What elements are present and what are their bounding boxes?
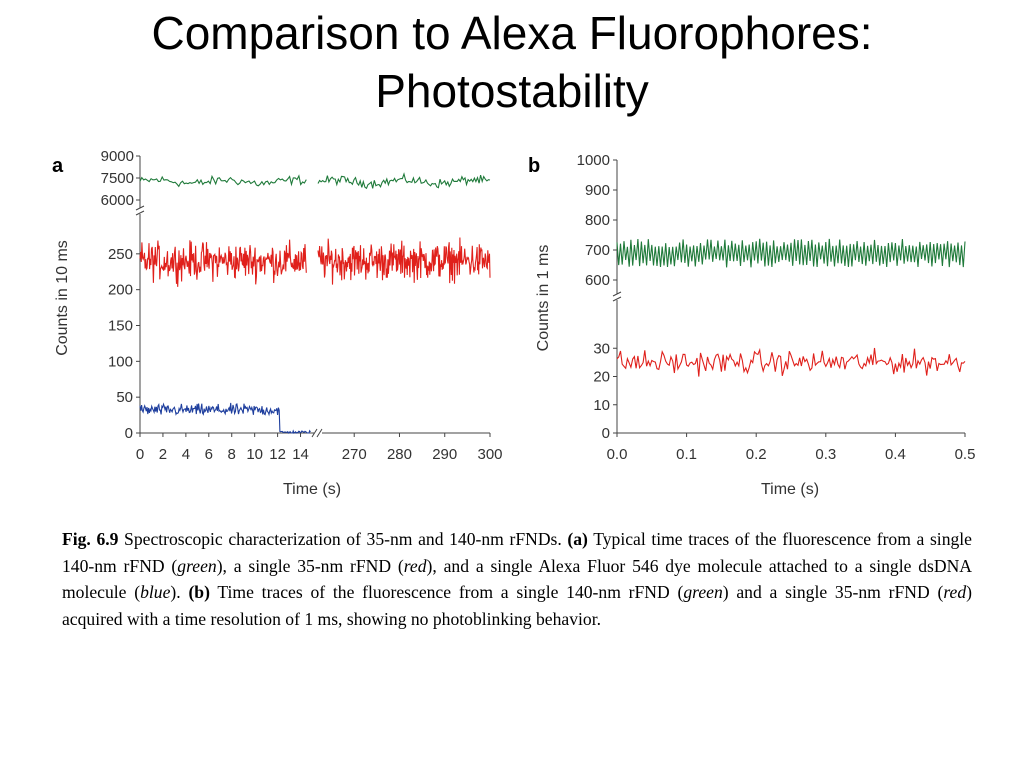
series-green-trace bbox=[616, 238, 966, 268]
panel-a-y-tick-label: 7500 bbox=[101, 170, 134, 187]
panel-b-y-ticks-upper: 600 700 800 900 1000 bbox=[577, 152, 617, 289]
panel-a-x-tick-label: 270 bbox=[342, 446, 367, 463]
panel-a-y-tick-label: 200 bbox=[108, 282, 133, 299]
series-green-trace-right bbox=[317, 172, 491, 190]
caption-color-green: green bbox=[177, 555, 217, 576]
panel-b-y-tick-label: 600 bbox=[585, 272, 610, 289]
series-red-trace bbox=[616, 347, 966, 377]
panel-a-y-ticks-lower: 0 50 100 150 200 250 bbox=[108, 246, 140, 442]
panel-b-x-tick-label: 0.1 bbox=[676, 446, 697, 463]
panel-b-x-ticks: 0.0 0.1 0.2 0.3 0.4 0.5 bbox=[607, 433, 976, 463]
panel-a-x-tick-label: 8 bbox=[228, 446, 236, 463]
caption-fig-label: Fig. 6.9 bbox=[62, 529, 119, 549]
panel-a-y-ticks-upper: 9000 7500 6000 bbox=[101, 148, 140, 209]
slide-title-line-1: Comparison to Alexa Fluorophores: bbox=[151, 7, 873, 59]
caption-text: Typical time traces of the fluorescence … bbox=[62, 529, 972, 576]
panel-a-y-tick-label: 100 bbox=[108, 353, 133, 370]
panel-b-x-tick-label: 0.2 bbox=[746, 446, 767, 463]
panel-b-y-axis-break bbox=[612, 291, 622, 302]
panel-a-y-axis-break bbox=[135, 205, 145, 216]
caption-ref-a: (a) bbox=[567, 529, 588, 549]
panel-a-y-tick-label: 6000 bbox=[101, 192, 134, 209]
panel-b-x-tick-label: 0.3 bbox=[815, 446, 836, 463]
caption-text: ) and a single 35-nm rFND ( bbox=[722, 582, 944, 602]
panel-a-x-tick-label: 10 bbox=[246, 446, 263, 463]
panel-a-y-axis-title: Counts in 10 ms bbox=[54, 240, 71, 356]
panel-a-y-tick-label: 250 bbox=[108, 246, 133, 263]
panel-b-y-tick-label: 0 bbox=[602, 425, 610, 442]
caption-color-red: red bbox=[943, 582, 967, 602]
panel-a-y-tick-label: 50 bbox=[116, 389, 133, 406]
panel-b-axes bbox=[612, 160, 965, 434]
series-red-trace-left bbox=[139, 239, 307, 287]
panel-a-x-tick-label: 2 bbox=[159, 446, 167, 463]
panel-a-y-tick-label: 0 bbox=[125, 425, 133, 442]
panel-b-x-tick-label: 0.5 bbox=[955, 446, 976, 463]
panel-b-y-axis-title: Counts in 1 ms bbox=[535, 245, 552, 352]
panel-b-letter: b bbox=[528, 155, 540, 177]
caption-color-red: red bbox=[403, 555, 427, 576]
panel-a-x-tick-label: 14 bbox=[292, 446, 309, 463]
panel-a-y-tick-label: 9000 bbox=[101, 148, 134, 165]
panel-a-x-ticks: 0 2 4 6 8 10 12 14 270 280 290 300 bbox=[136, 433, 503, 463]
series-blue-trace bbox=[139, 402, 311, 434]
panel-a-letter: a bbox=[52, 155, 64, 177]
panel-b-y-tick-label: 30 bbox=[593, 340, 610, 357]
figure-caption: Fig. 6.9 Spectroscopic characterization … bbox=[62, 526, 972, 632]
panel-a-x-axis-title: Time (s) bbox=[283, 481, 341, 498]
panel-b-y-tick-label: 10 bbox=[593, 397, 610, 414]
panel-b-y-tick-label: 1000 bbox=[577, 152, 610, 169]
panel-a-x-tick-label: 6 bbox=[205, 446, 213, 463]
caption-color-blue: blue bbox=[140, 582, 171, 602]
series-red-trace-right bbox=[317, 237, 491, 285]
caption-text: ), and a single Alexa Fluor 546 dye mole… bbox=[62, 555, 972, 603]
panel-a-x-tick-label: 300 bbox=[477, 446, 502, 463]
panel-a-x-tick-label: 290 bbox=[432, 446, 457, 463]
panel-b-y-tick-label: 20 bbox=[593, 369, 610, 386]
panel-a-x-tick-label: 12 bbox=[269, 446, 286, 463]
panel-a-y-tick-label: 150 bbox=[108, 318, 133, 335]
caption-ref-b: (b) bbox=[188, 582, 210, 602]
panel-a-traces bbox=[139, 172, 491, 434]
panel-a-axes bbox=[135, 156, 490, 438]
series-green-trace-left bbox=[139, 174, 307, 188]
slide-title-line-2: Photostability bbox=[375, 65, 649, 117]
panel-b-x-axis-title: Time (s) bbox=[761, 481, 819, 498]
caption-text: Spectroscopic characterization of 35-nm … bbox=[118, 529, 568, 549]
caption-text: Time traces of the fluorescence from a s… bbox=[209, 582, 684, 602]
caption-text: ) acquired with a time resolution of 1 m… bbox=[62, 582, 972, 629]
caption-color-green: green bbox=[683, 582, 723, 602]
panel-b-y-ticks-lower: 0 10 20 30 bbox=[593, 340, 617, 442]
panel-b-traces bbox=[616, 238, 966, 377]
panel-b-y-tick-label: 900 bbox=[585, 182, 610, 199]
panel-b-x-tick-label: 0.4 bbox=[885, 446, 906, 463]
panel-a-x-tick-label: 280 bbox=[387, 446, 412, 463]
caption-text: ), a single 35-nm rFND ( bbox=[216, 555, 404, 576]
panel-a-x-tick-label: 0 bbox=[136, 446, 144, 463]
panel-b-y-tick-label: 800 bbox=[585, 212, 610, 229]
panel-b-x-tick-label: 0.0 bbox=[607, 446, 628, 463]
panel-a-x-tick-label: 4 bbox=[182, 446, 190, 463]
slide-title: Comparison to Alexa Fluorophores: Photos… bbox=[0, 4, 1024, 120]
panel-b-y-tick-label: 700 bbox=[585, 242, 610, 259]
caption-text: ). bbox=[170, 582, 189, 602]
panel-a-x-axis-break bbox=[311, 428, 323, 438]
